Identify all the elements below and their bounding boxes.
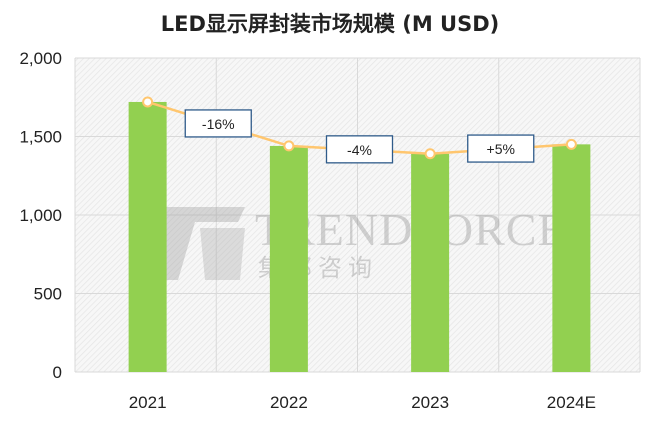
bar-2022 (269, 145, 308, 372)
growth-label: -4% (347, 142, 372, 158)
growth-label: +5% (487, 141, 515, 157)
growth-label-box (184, 109, 252, 138)
y-tick-label: 2,000 (19, 49, 62, 68)
growth-label-box (325, 135, 394, 164)
x-tick-label: 2024E (547, 393, 596, 412)
x-tick-label: 2023 (411, 393, 449, 412)
x-tick-label: 2022 (270, 393, 308, 412)
trend-point (565, 138, 577, 150)
growth-label-box (467, 134, 535, 163)
trend-point (142, 96, 154, 108)
bar-2024E (552, 144, 591, 372)
bar-2021 (128, 101, 167, 373)
y-tick-label: 1,000 (19, 206, 62, 225)
y-tick-label: 500 (34, 285, 62, 304)
x-tick-label: 2021 (129, 393, 167, 412)
trend-point (424, 148, 436, 160)
bar-2023 (411, 153, 450, 372)
y-tick-label: 0 (53, 363, 62, 382)
trend-point (283, 140, 295, 152)
y-tick-label: 1,500 (19, 128, 62, 147)
chart-title: LED显示屏封装市场规模 (M USD) (160, 12, 500, 36)
growth-label: -16% (202, 116, 235, 132)
